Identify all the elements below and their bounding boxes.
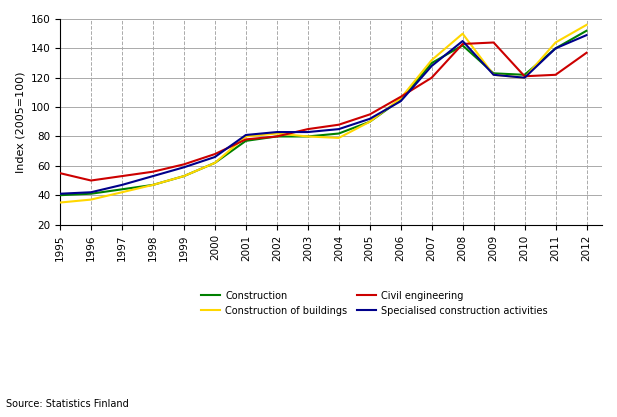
Specialised construction activities <box>211 155 218 160</box>
Specialised construction activities <box>180 165 188 170</box>
Construction of buildings <box>583 23 590 28</box>
Specialised construction activities <box>366 116 373 121</box>
Specialised construction activities <box>490 72 497 77</box>
Specialised construction activities <box>118 182 126 187</box>
Construction <box>397 97 404 102</box>
Construction <box>490 71 497 76</box>
Civil engineering <box>521 74 528 79</box>
Civil engineering <box>490 40 497 45</box>
Civil engineering <box>366 112 373 117</box>
Construction of buildings <box>149 182 157 187</box>
Civil engineering <box>459 41 466 46</box>
Construction <box>87 191 94 196</box>
Specialised construction activities <box>521 75 528 80</box>
Construction <box>459 43 466 48</box>
Construction <box>304 134 312 139</box>
Construction <box>335 131 342 136</box>
Construction of buildings <box>87 197 94 202</box>
Civil engineering <box>149 169 157 174</box>
Line: Construction: Construction <box>60 31 587 195</box>
Specialised construction activities <box>459 38 466 43</box>
Construction <box>428 60 436 65</box>
Construction of buildings <box>397 96 404 101</box>
Construction <box>273 134 281 139</box>
Construction of buildings <box>211 161 218 166</box>
Line: Specialised construction activities: Specialised construction activities <box>60 35 587 194</box>
Construction <box>366 119 373 124</box>
Civil engineering <box>56 171 64 176</box>
Specialised construction activities <box>87 190 94 195</box>
Construction of buildings <box>552 40 559 45</box>
Construction of buildings <box>521 75 528 80</box>
Construction of buildings <box>428 58 436 63</box>
Construction of buildings <box>180 173 188 178</box>
Y-axis label: Index (2005=100): Index (2005=100) <box>15 71 25 173</box>
Civil engineering <box>397 94 404 99</box>
Civil engineering <box>552 72 559 77</box>
Specialised construction activities <box>149 173 157 178</box>
Construction of buildings <box>459 31 466 36</box>
Civil engineering <box>87 178 94 183</box>
Construction of buildings <box>273 131 281 136</box>
Specialised construction activities <box>583 33 590 38</box>
Specialised construction activities <box>304 130 312 135</box>
Specialised construction activities <box>397 99 404 104</box>
Construction <box>118 187 126 192</box>
Construction of buildings <box>56 200 64 205</box>
Civil engineering <box>273 134 281 139</box>
Legend: Construction, Construction of buildings, Civil engineering, Specialised construc: Construction, Construction of buildings,… <box>197 287 552 319</box>
Civil engineering <box>583 50 590 55</box>
Construction <box>242 138 249 143</box>
Line: Construction of buildings: Construction of buildings <box>60 25 587 203</box>
Civil engineering <box>335 122 342 127</box>
Construction of buildings <box>335 136 342 141</box>
Civil engineering <box>428 75 436 80</box>
Civil engineering <box>304 127 312 132</box>
Construction <box>56 193 64 198</box>
Specialised construction activities <box>273 130 281 135</box>
Specialised construction activities <box>552 46 559 51</box>
Specialised construction activities <box>56 191 64 196</box>
Line: Civil engineering: Civil engineering <box>60 43 587 181</box>
Civil engineering <box>242 137 249 142</box>
Civil engineering <box>211 151 218 156</box>
Specialised construction activities <box>335 127 342 132</box>
Construction <box>583 28 590 33</box>
Construction <box>180 173 188 178</box>
Construction of buildings <box>242 134 249 139</box>
Construction <box>521 72 528 77</box>
Construction of buildings <box>366 119 373 124</box>
Civil engineering <box>180 162 188 167</box>
Construction of buildings <box>490 72 497 77</box>
Construction <box>552 46 559 51</box>
Specialised construction activities <box>242 133 249 138</box>
Construction <box>211 161 218 166</box>
Construction of buildings <box>304 134 312 139</box>
Specialised construction activities <box>428 63 436 68</box>
Construction <box>149 182 157 187</box>
Construction of buildings <box>118 190 126 195</box>
Civil engineering <box>118 173 126 178</box>
Text: Source: Statistics Finland: Source: Statistics Finland <box>6 399 129 409</box>
